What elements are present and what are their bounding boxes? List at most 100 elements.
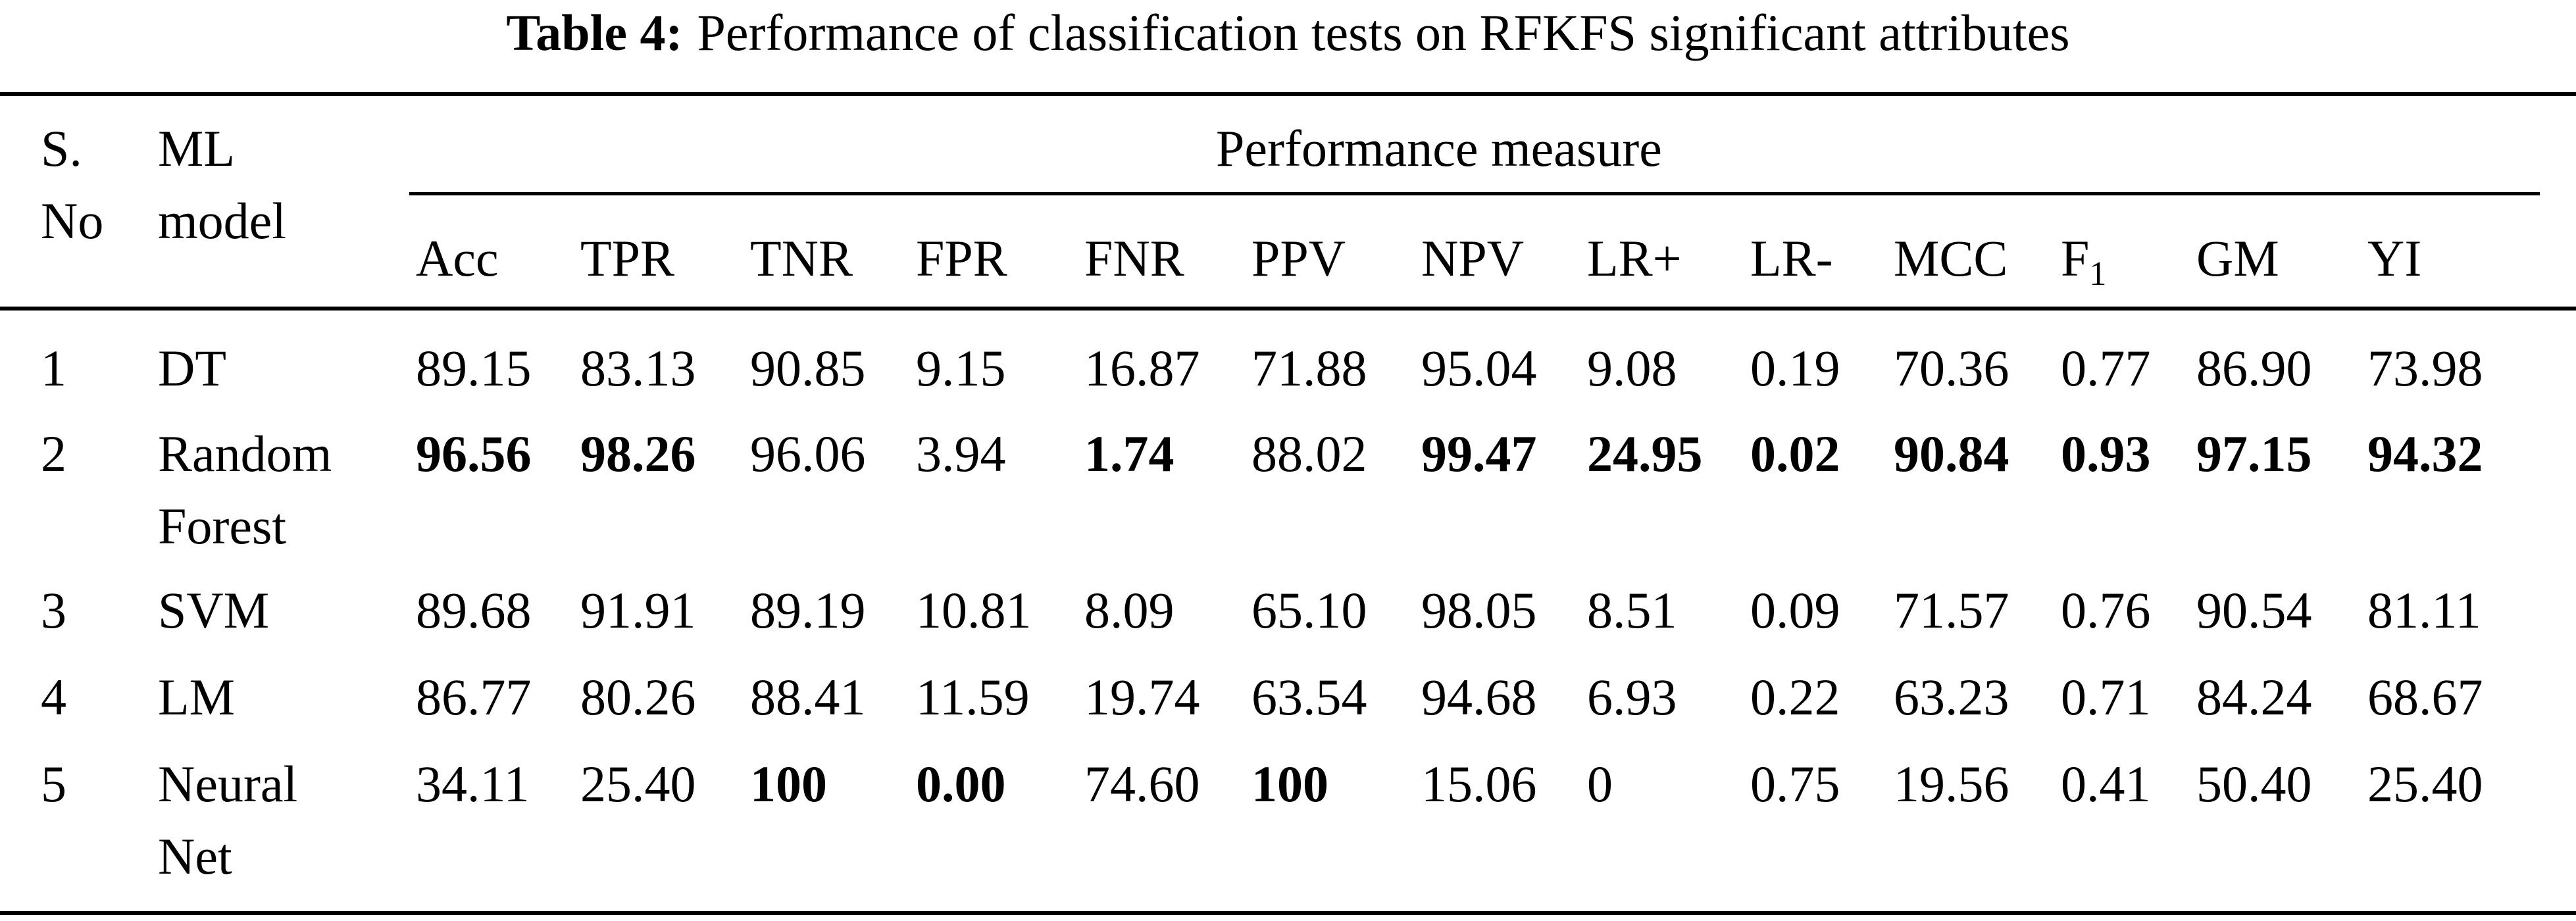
column-header-text: FPR (916, 230, 1007, 287)
column-header: F1 (2061, 226, 2106, 291)
column-header: FNR (1084, 226, 1184, 291)
table-cell: 11.59 (916, 668, 1030, 726)
table-cell: 0.00 (916, 755, 1006, 812)
table-cell: 63.23 (1894, 668, 2009, 726)
table-cell: 94.32 (2367, 425, 2483, 482)
table-cell: 0.19 (1750, 339, 1840, 397)
row-model-name: Forest (158, 497, 286, 555)
table-cell: 0.93 (2061, 425, 2151, 482)
column-header-text: LR- (1750, 230, 1833, 287)
row-sno: 2 (41, 425, 66, 482)
table-cell: 0.09 (1750, 582, 1840, 639)
column-header: Acc (416, 226, 499, 291)
column-header: PPV (1251, 226, 1346, 291)
table-cell: 0.41 (2061, 755, 2151, 812)
table-cell: 0.76 (2061, 582, 2151, 639)
table-cell: 88.41 (750, 668, 866, 726)
header-rule (0, 307, 2576, 311)
table-cell: 88.02 (1251, 425, 1367, 482)
table-cell: 0.71 (2061, 668, 2151, 726)
column-header-text: F (2061, 230, 2090, 287)
column-header: LR- (1750, 226, 1833, 291)
table-cell: 34.11 (416, 755, 530, 812)
column-header-text: NPV (1421, 230, 1525, 287)
column-header: GM (2196, 226, 2279, 291)
column-header-text: PPV (1251, 230, 1346, 287)
caption-label: Table 4: (506, 4, 683, 61)
column-header-text: TNR (750, 230, 853, 287)
table-cell: 25.40 (2367, 755, 2483, 812)
column-header: LR+ (1587, 226, 1682, 291)
table-cell: 83.13 (580, 339, 696, 397)
table-cell: 10.81 (916, 582, 1032, 639)
row-sno: 5 (41, 755, 66, 812)
table-cell: 8.51 (1587, 582, 1677, 639)
table-cell: 3.94 (916, 425, 1006, 482)
table-cell: 80.26 (580, 668, 696, 726)
row-model-name: Net (158, 828, 232, 885)
table-cell: 9.08 (1587, 339, 1677, 397)
column-header: MCC (1894, 226, 2008, 291)
table-cell: 9.15 (916, 339, 1006, 397)
column-header-text: Acc (416, 230, 499, 287)
table-cell: 99.47 (1421, 425, 1537, 482)
table-cell: 71.57 (1894, 582, 2009, 639)
table-cell: 1.74 (1084, 425, 1174, 482)
table-cell: 90.85 (750, 339, 866, 397)
bottom-rule (0, 911, 2576, 915)
table-cell: 25.40 (580, 755, 696, 812)
row-model-name: SVM (158, 582, 270, 639)
table-cell: 0 (1587, 755, 1613, 812)
header-sno-line2: No (41, 192, 104, 249)
column-header: TNR (750, 226, 853, 291)
caption-text: Performance of classification tests on R… (697, 4, 2070, 61)
group-rule (409, 192, 2540, 195)
table-cell: 86.90 (2196, 339, 2312, 397)
table-cell: 96.56 (416, 425, 532, 482)
header-model-line2: model (158, 192, 286, 249)
table-cell: 16.87 (1084, 339, 1200, 397)
table-cell: 71.88 (1251, 339, 1367, 397)
column-header-text: GM (2196, 230, 2279, 287)
row-model-name: Neural (158, 755, 298, 812)
table-cell: 89.15 (416, 339, 532, 397)
table-cell: 91.91 (580, 582, 696, 639)
table-cell: 70.36 (1894, 339, 2009, 397)
row-model-name: Random (158, 425, 332, 482)
table-cell: 73.98 (2367, 339, 2483, 397)
header-sno-line1: S. (41, 120, 82, 177)
table-cell: 15.06 (1421, 755, 1537, 812)
column-header: NPV (1421, 226, 1524, 291)
table-cell: 90.84 (1894, 425, 2009, 482)
column-header-text: LR+ (1587, 230, 1682, 287)
table-cell: 95.04 (1421, 339, 1537, 397)
row-sno: 3 (41, 582, 66, 639)
table-cell: 98.05 (1421, 582, 1537, 639)
table-cell: 24.95 (1587, 425, 1703, 482)
table-cell: 86.77 (416, 668, 532, 726)
table-caption: Table 4: Performance of classification te… (0, 0, 2576, 78)
column-header: YI (2367, 226, 2421, 291)
f1-subscript: 1 (2089, 255, 2107, 293)
table-cell: 19.74 (1084, 668, 1200, 726)
table-cell: 74.60 (1084, 755, 1200, 812)
column-header-text: FNR (1084, 230, 1184, 287)
table-cell: 0.02 (1750, 425, 1840, 482)
table-cell: 68.67 (2367, 668, 2483, 726)
table-cell: 50.40 (2196, 755, 2312, 812)
table-cell: 90.54 (2196, 582, 2312, 639)
column-header: TPR (580, 226, 674, 291)
column-header: FPR (916, 226, 1007, 291)
table-cell: 89.19 (750, 582, 866, 639)
table-cell: 100 (750, 755, 827, 812)
row-model-name: LM (158, 668, 235, 726)
table-cell: 89.68 (416, 582, 532, 639)
table-cell: 97.15 (2196, 425, 2312, 482)
table-cell: 6.93 (1587, 668, 1677, 726)
top-rule (0, 92, 2576, 96)
column-header-text: TPR (580, 230, 675, 287)
column-header-text: MCC (1894, 230, 2008, 287)
table-cell: 98.26 (580, 425, 696, 482)
row-model-name: DT (158, 339, 226, 397)
